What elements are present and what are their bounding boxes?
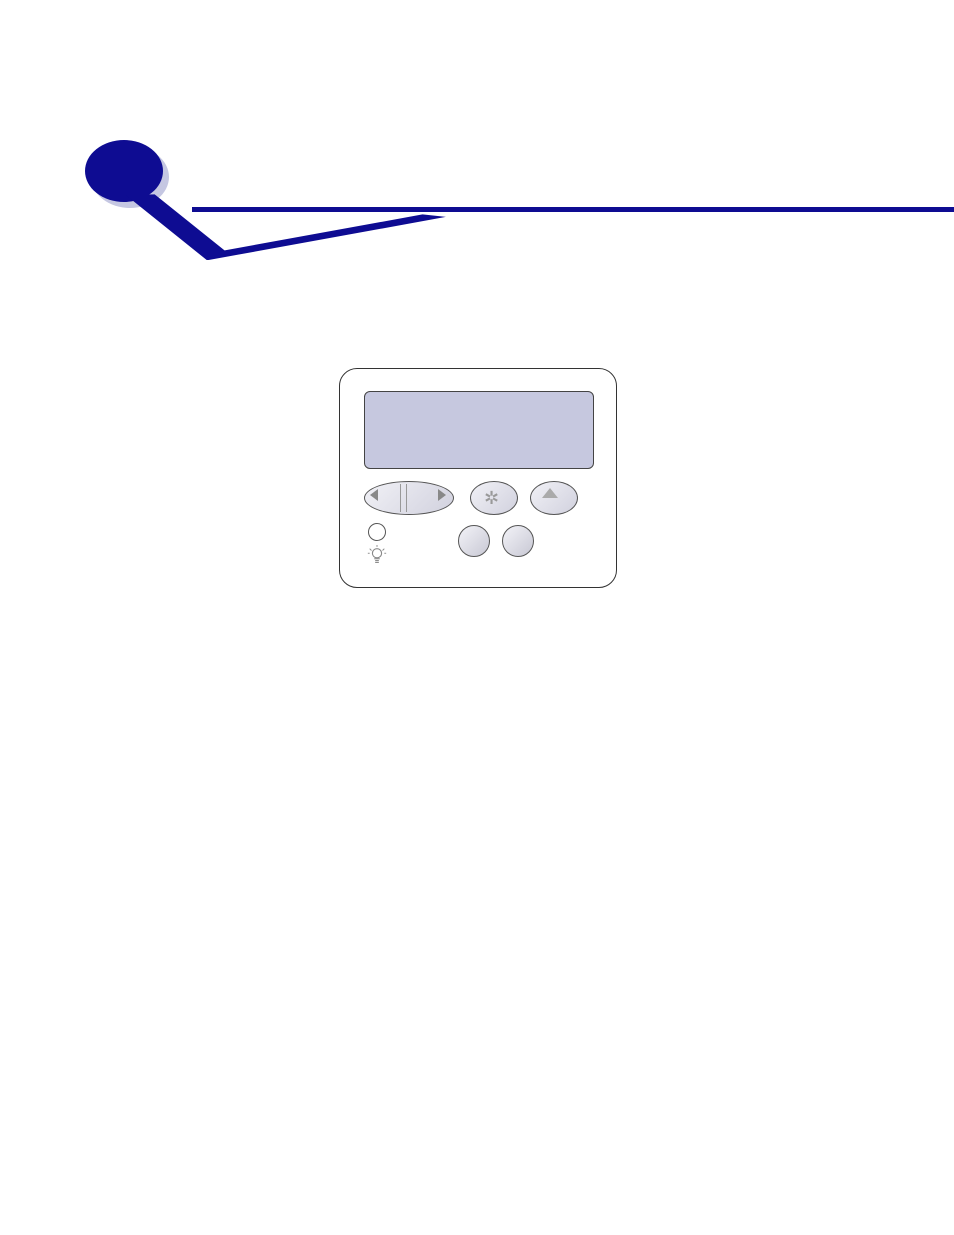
indicator-light [368, 523, 386, 541]
triangle-up-icon [542, 488, 558, 498]
horizontal-rule [192, 207, 954, 212]
up-button[interactable] [530, 481, 578, 515]
arrow-right-icon [438, 489, 446, 501]
divider-line-1 [400, 484, 401, 512]
page-container: ✲ [0, 0, 954, 1235]
lightbulb-icon [366, 545, 388, 567]
arrow-left-icon [370, 489, 378, 501]
divider-line-2 [406, 484, 407, 512]
lcd-screen [364, 391, 594, 469]
round-button-1[interactable] [458, 525, 490, 557]
device-control-panel: ✲ [339, 368, 617, 588]
star-icon: ✲ [484, 488, 499, 509]
connector-line [115, 190, 954, 260]
round-button-2[interactable] [502, 525, 534, 557]
